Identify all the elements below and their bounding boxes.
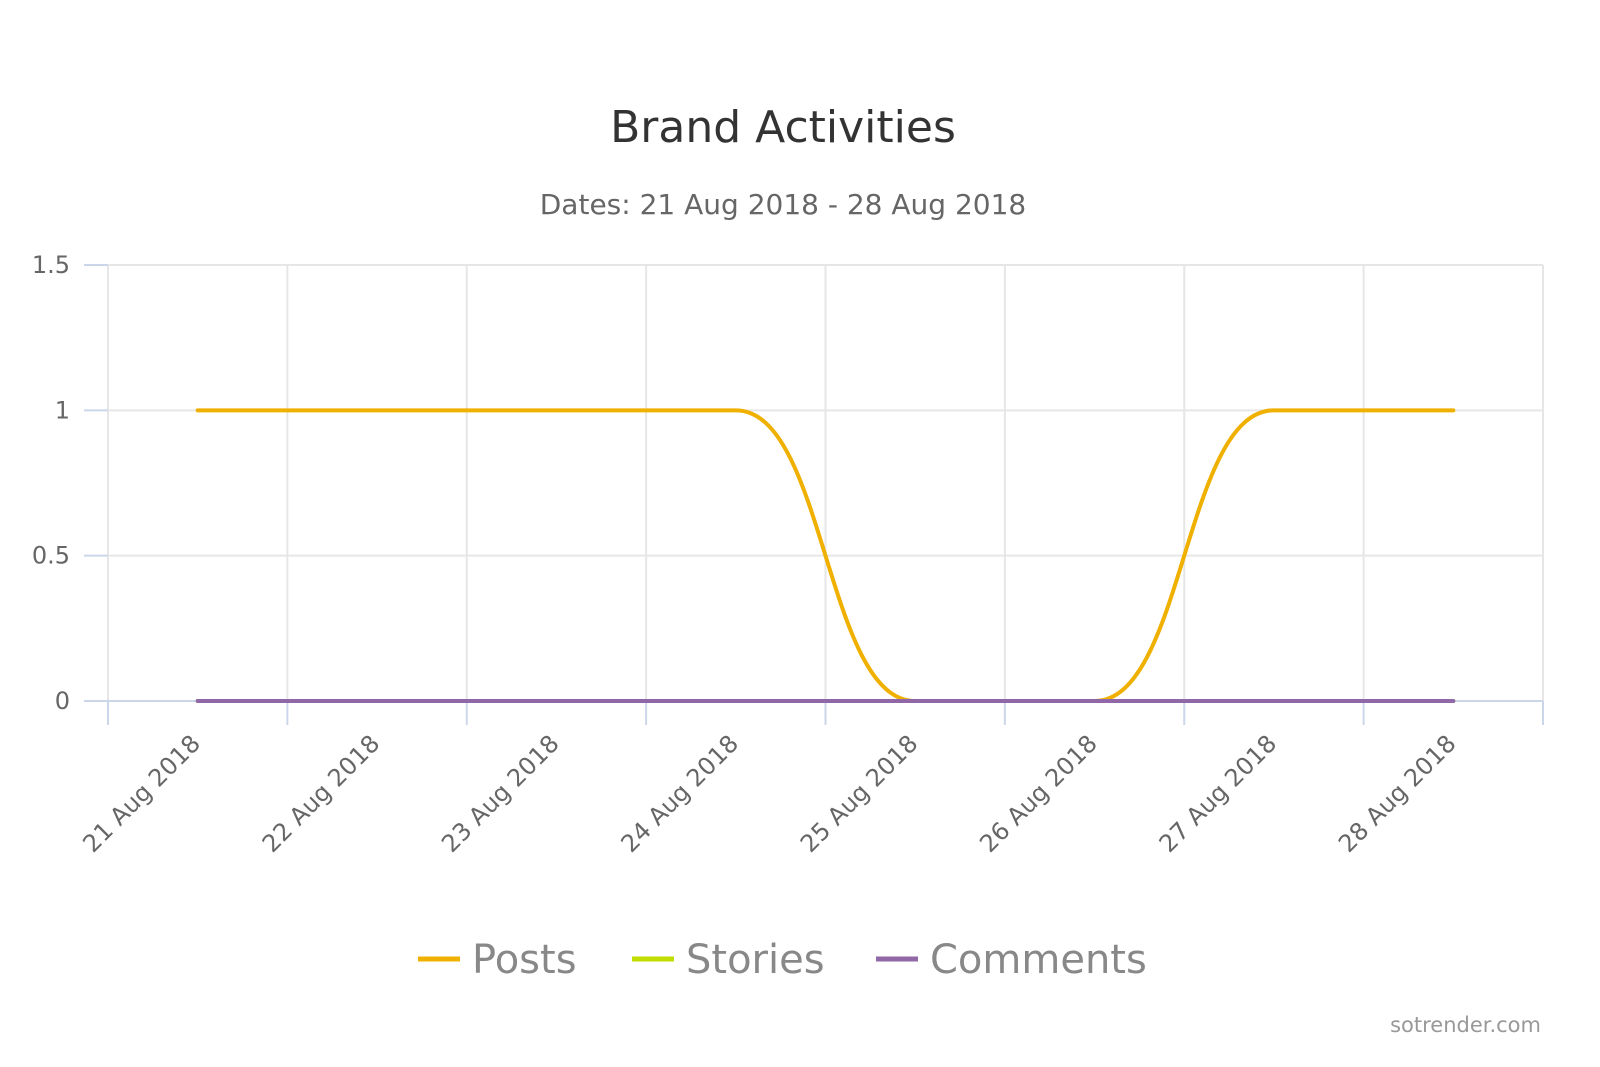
x-tick-label: 21 Aug 2018: [77, 729, 206, 858]
legend-item-posts[interactable]: Posts: [418, 937, 577, 983]
legend-label: Comments: [930, 937, 1147, 983]
x-axis: 21 Aug 2018 22 Aug 2018 23 Aug 2018 24 Aug …: [77, 700, 1544, 858]
y-tick-label: 1: [55, 396, 70, 424]
legend-label: Stories: [686, 937, 825, 983]
grid: [107, 264, 1544, 701]
x-tick-label: 23 Aug 2018: [436, 729, 565, 858]
x-tick-label: 27 Aug 2018: [1154, 729, 1283, 858]
y-tick-label: 1.5: [32, 251, 70, 279]
chart-title: Brand Activities: [610, 102, 956, 153]
credit-link[interactable]: sotrender.com: [1390, 1013, 1541, 1037]
y-tick-label: 0.5: [32, 542, 70, 570]
series-lines: [195, 408, 1456, 704]
y-tick-label: 0: [55, 687, 70, 715]
legend: Posts Stories Comments: [418, 937, 1147, 983]
x-tick-label: 22 Aug 2018: [257, 729, 386, 858]
chart-subtitle: Dates: 21 Aug 2018 - 28 Aug 2018: [540, 188, 1026, 221]
x-tick-label: 26 Aug 2018: [974, 729, 1103, 858]
legend-item-comments[interactable]: Comments: [876, 937, 1147, 983]
y-axis: 0 0.5 1 1.5: [32, 251, 108, 715]
x-tick-label: 28 Aug 2018: [1333, 729, 1462, 858]
x-tick-label: 25 Aug 2018: [795, 729, 924, 858]
series-line-posts: [195, 408, 1456, 704]
x-tick-label: 24 Aug 2018: [616, 729, 745, 858]
legend-label: Posts: [472, 937, 577, 983]
legend-item-stories[interactable]: Stories: [632, 937, 825, 983]
